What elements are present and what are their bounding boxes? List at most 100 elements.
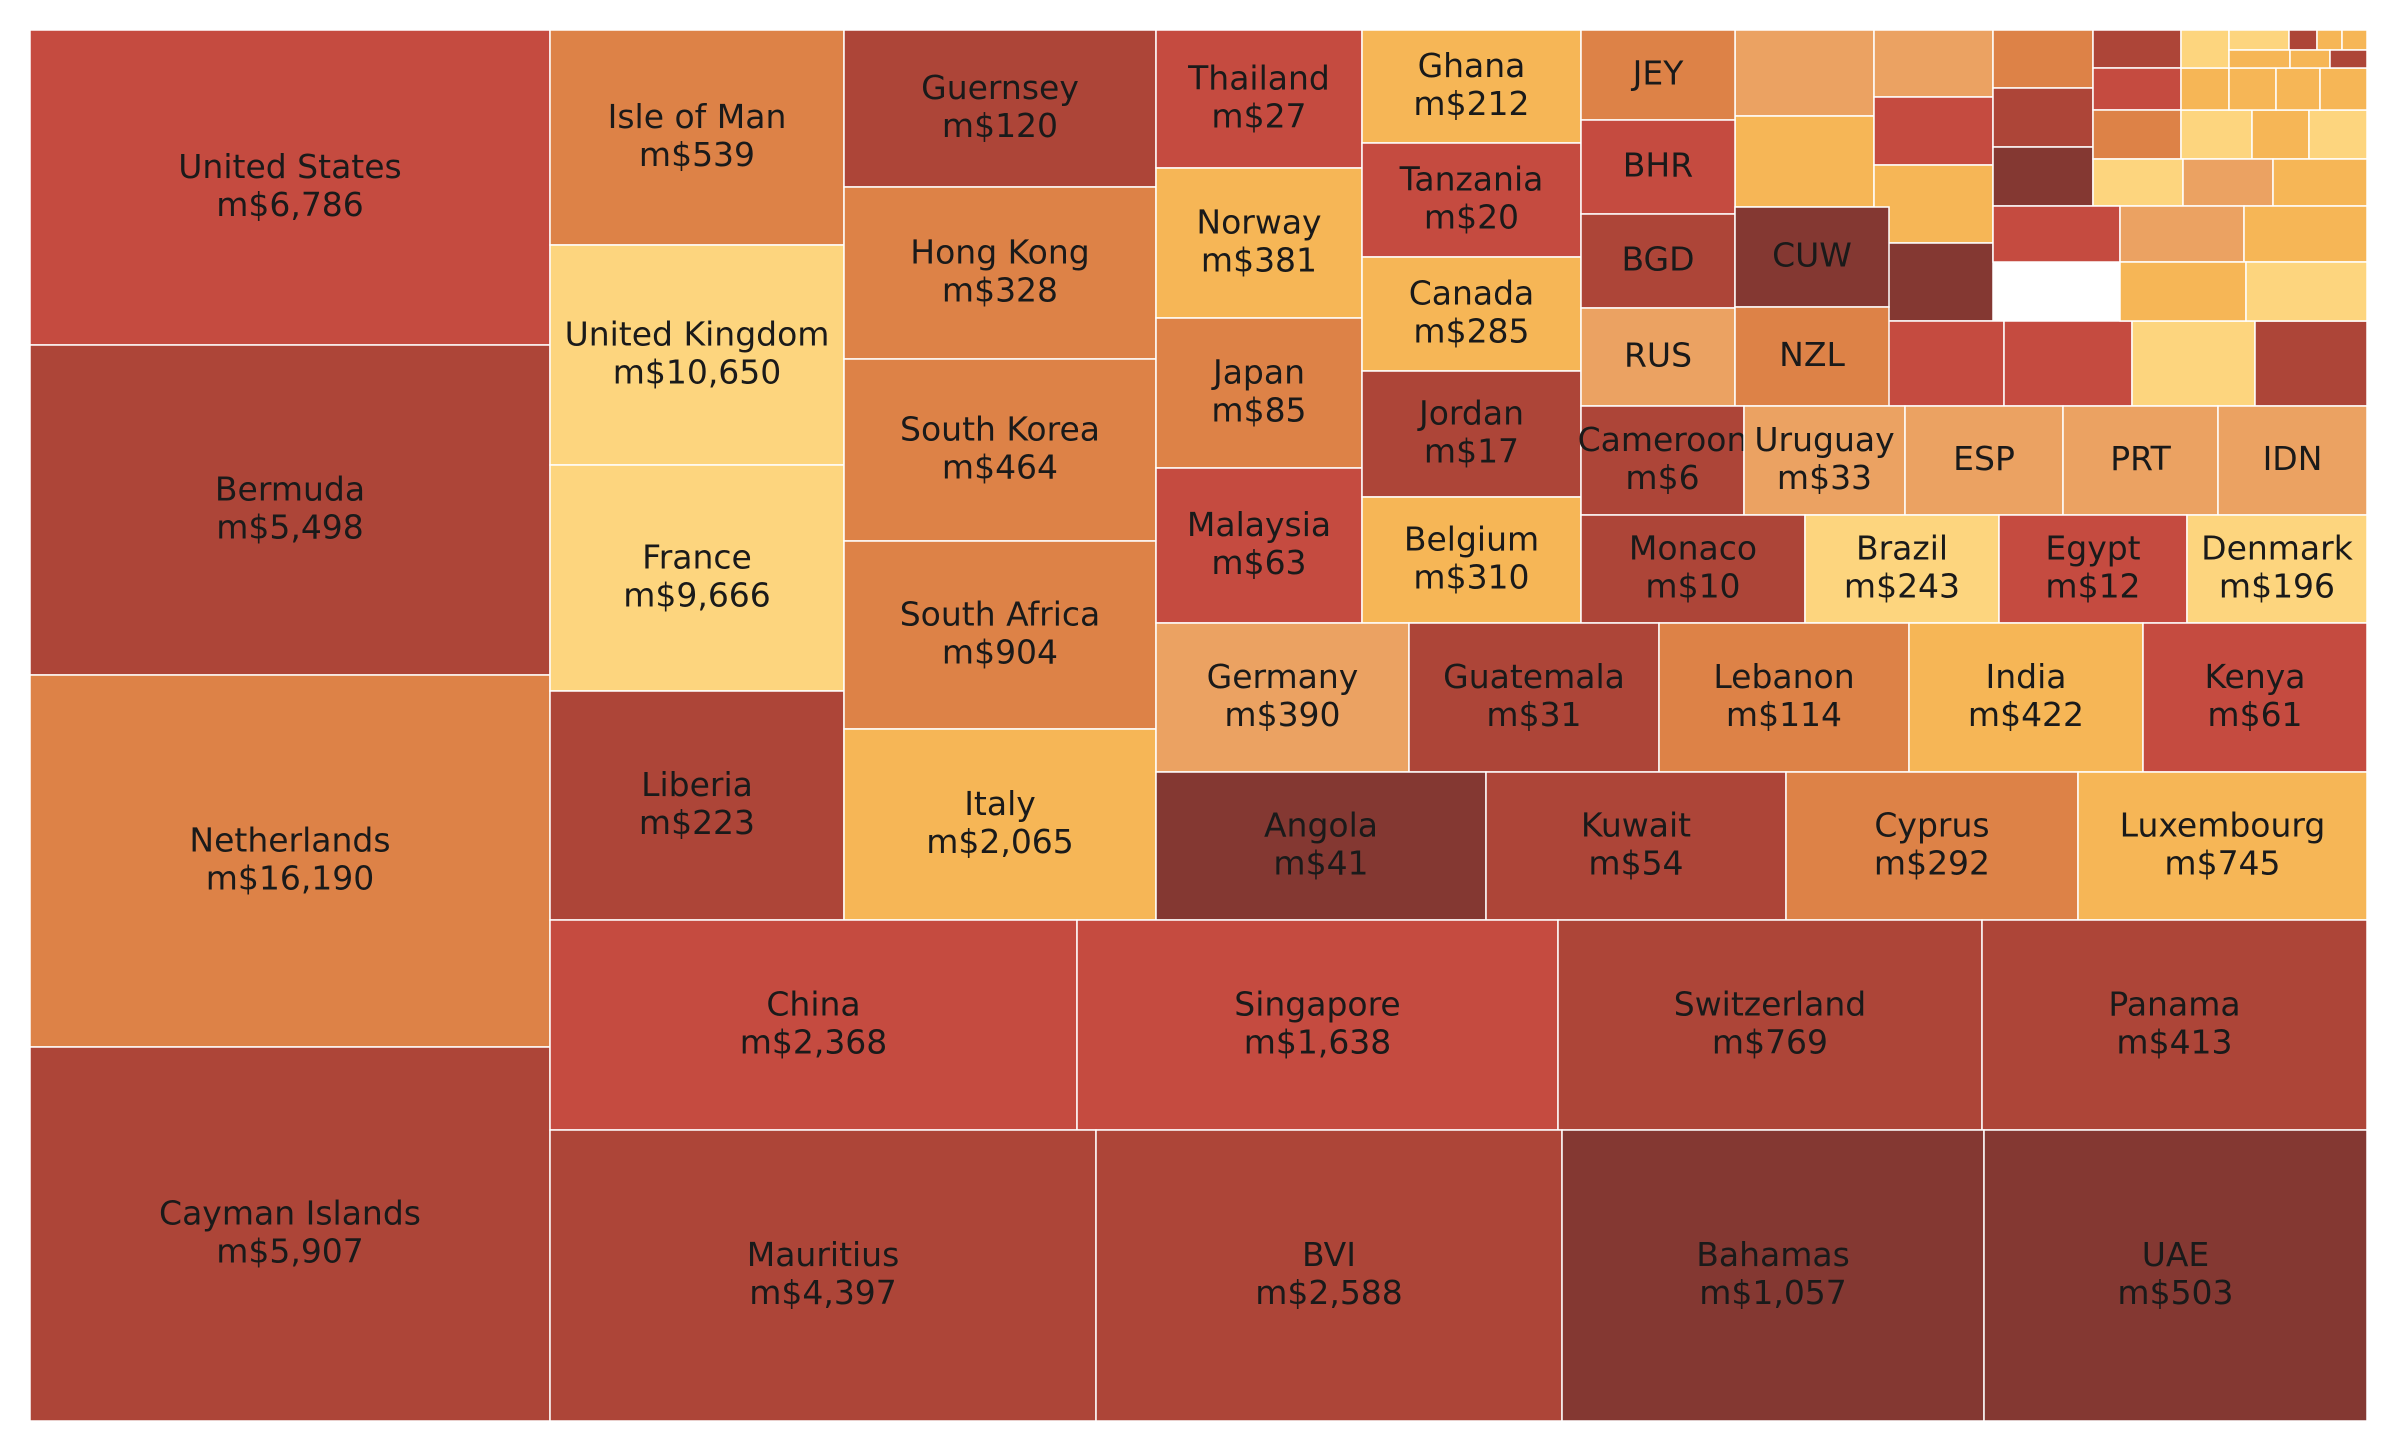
cell-name-nzl: NZL <box>1779 335 1845 374</box>
cell-name-rus: RUS <box>1624 336 1692 375</box>
cell-value-netherlands: m$16,190 <box>206 859 375 898</box>
treemap-cell-thailand <box>1155 29 1363 169</box>
cell-name-brazil: Brazil <box>1856 529 1948 568</box>
treemap-cell-bermuda <box>29 344 551 676</box>
treemap-cell-italy <box>843 728 1157 921</box>
cell-name-esp: ESP <box>1953 439 2015 478</box>
cell-value-india: m$422 <box>1968 695 2084 734</box>
treemap-cell-unlabeled <box>1734 29 1875 117</box>
treemap-cell-belgium <box>1361 496 1582 624</box>
treemap-cell-esp <box>1904 405 2064 516</box>
treemap-cell-bgd <box>1580 213 1736 309</box>
treemap-cell-unlabeled <box>2131 320 2256 407</box>
treemap-cell-unlabeled <box>2119 205 2245 263</box>
cell-value-switzerland: m$769 <box>1712 1023 1828 1062</box>
cell-value-uruguay: m$33 <box>1777 458 1872 497</box>
cell-name-thailand: Thailand <box>1187 59 1330 98</box>
cell-value-mauritius: m$4,397 <box>749 1273 897 1312</box>
treemap-cell-jey <box>1580 29 1736 121</box>
cell-name-monaco: Monaco <box>1629 529 1757 568</box>
cell-value-jordan: m$17 <box>1424 432 1519 471</box>
cell-name-cameroon: Cameroon <box>1578 420 1748 459</box>
treemap-cell-cyprus <box>1785 771 2079 921</box>
treemap-cell-uae <box>1983 1129 2368 1422</box>
cell-name-egypt: Egypt <box>2045 529 2140 568</box>
treemap-cell-cayman-islands <box>29 1046 551 1422</box>
cell-value-guatemala: m$31 <box>1486 695 1581 734</box>
cell-name-idn: IDN <box>2263 439 2323 478</box>
cell-name-isle-of-man: Isle of Man <box>608 97 787 136</box>
treemap-cell-cuw <box>1734 206 1890 308</box>
cell-value-china: m$2,368 <box>740 1023 888 1062</box>
cell-name-luxembourg: Luxembourg <box>2120 806 2326 845</box>
treemap-cell-nzl <box>1734 306 1890 407</box>
cell-value-uae: m$503 <box>2117 1273 2233 1312</box>
treemap-cell-unlabeled <box>2316 29 2343 51</box>
cell-name-norway: Norway <box>1196 203 1321 242</box>
treemap-cell-united-kingdom <box>549 244 845 466</box>
treemap-cell-unlabeled <box>1873 96 1994 166</box>
cell-value-belgium: m$310 <box>1413 558 1529 597</box>
cell-value-south-africa: m$904 <box>942 633 1058 672</box>
cell-name-prt: PRT <box>2110 439 2171 478</box>
cell-name-kenya: Kenya <box>2205 657 2306 696</box>
treemap-cell-jordan <box>1361 370 1582 498</box>
cell-name-kuwait: Kuwait <box>1581 806 1691 845</box>
treemap-cell-united-states <box>29 29 551 346</box>
cell-name-cuw: CUW <box>1772 236 1852 275</box>
treemap-cell-panama <box>1981 919 2368 1131</box>
cell-value-kuwait: m$54 <box>1588 844 1683 883</box>
treemap-cell-unlabeled <box>1873 320 2005 407</box>
treemap-cell-unlabeled <box>2228 29 2290 51</box>
cell-name-bgd: BGD <box>1621 240 1694 279</box>
cell-name-cyprus: Cyprus <box>1874 806 1989 845</box>
treemap-cell-unlabeled <box>2180 67 2230 111</box>
cell-value-isle-of-man: m$539 <box>639 135 755 174</box>
treemap-cell-hong-kong <box>843 186 1157 360</box>
cell-value-france: m$9,666 <box>623 576 771 615</box>
treemap-cell-unlabeled <box>2182 158 2274 207</box>
cell-name-bvi: BVI <box>1302 1235 1356 1274</box>
cell-value-norway: m$381 <box>1201 241 1317 280</box>
cell-value-bahamas: m$1,057 <box>1699 1273 1847 1312</box>
treemap-cell-norway <box>1155 167 1363 319</box>
treemap-cell-unlabeled <box>1992 29 2094 89</box>
treemap-cell-unlabeled <box>2092 29 2182 69</box>
treemap-cell-idn <box>2217 405 2368 516</box>
cell-value-canada: m$285 <box>1413 312 1529 351</box>
treemap-cell-canada <box>1361 256 1582 372</box>
treemap-cell-unlabeled <box>2228 67 2277 111</box>
treemap-cell-unlabeled <box>2180 29 2230 69</box>
cell-name-uae: UAE <box>2142 1235 2210 1274</box>
cell-value-luxembourg: m$745 <box>2164 844 2280 883</box>
cell-name-south-korea: South Korea <box>900 410 1100 449</box>
cell-name-denmark: Denmark <box>2201 529 2354 568</box>
treemap-cell-unlabeled <box>2092 109 2182 160</box>
cell-value-bvi: m$2,588 <box>1255 1273 1403 1312</box>
cell-name-cayman-islands: Cayman Islands <box>159 1194 421 1233</box>
cell-name-united-states: United States <box>178 147 401 186</box>
treemap-cell-south-africa <box>843 540 1157 730</box>
cell-value-south-korea: m$464 <box>942 448 1058 487</box>
cell-value-ghana: m$212 <box>1413 84 1529 123</box>
cell-name-jey: JEY <box>1631 54 1685 93</box>
cell-value-panama: m$413 <box>2116 1023 2232 1062</box>
cell-name-bahamas: Bahamas <box>1696 1235 1850 1274</box>
treemap-cell-malaysia <box>1155 467 1363 624</box>
treemap-cell-switzerland <box>1557 919 1983 1131</box>
treemap-cell-bahamas <box>1561 1129 1985 1422</box>
treemap-cell-unlabeled <box>2003 320 2133 407</box>
treemap-cell-unlabeled <box>2275 67 2321 111</box>
treemap-cell-ghana <box>1361 29 1582 144</box>
cell-value-japan: m$85 <box>1211 391 1306 430</box>
treemap-cell-unlabeled <box>1873 164 1994 244</box>
cell-name-china: China <box>766 985 860 1024</box>
treemap-cell-tanzania <box>1361 142 1582 258</box>
cell-value-cyprus: m$292 <box>1874 844 1990 883</box>
treemap-cell-cameroon <box>1580 405 1745 516</box>
treemap-cell-unlabeled <box>2243 205 2368 263</box>
treemap-cell-unlabeled <box>2251 109 2310 160</box>
cell-name-lebanon: Lebanon <box>1713 657 1854 696</box>
cell-name-bermuda: Bermuda <box>215 470 365 509</box>
